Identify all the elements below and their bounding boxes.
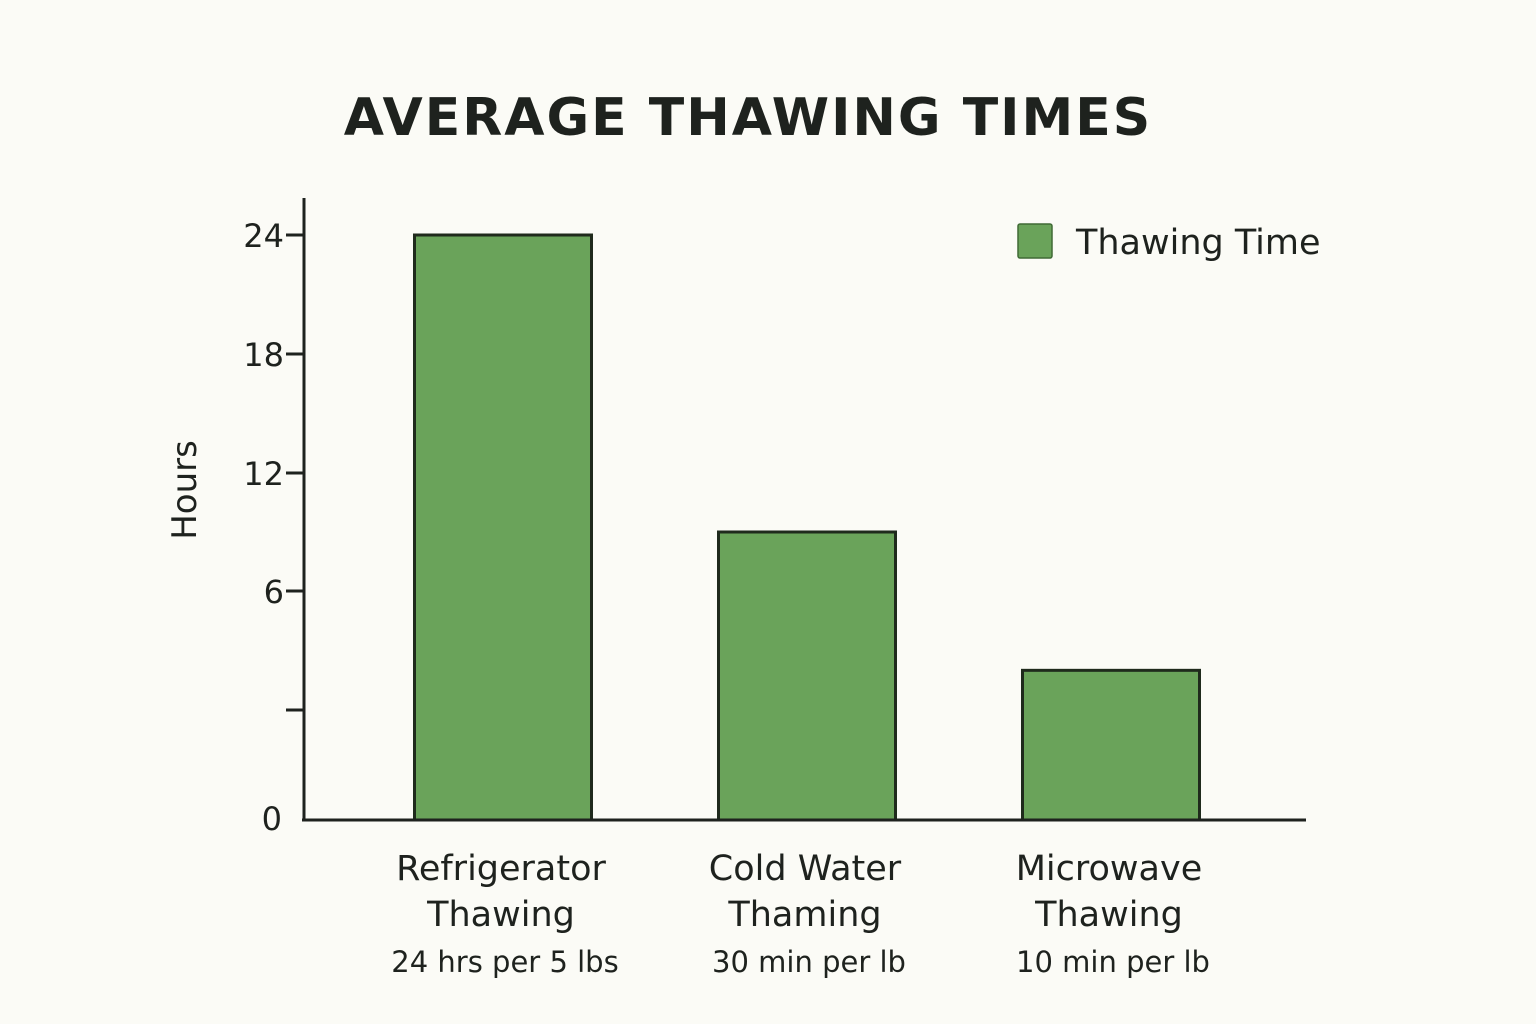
category-labels: Refrigerator Thawing 24 hrs per 5 lbs Cold … bbox=[391, 849, 1210, 979]
y-tick-label: 6 bbox=[264, 573, 284, 611]
category-sublabel: 24 hrs per 5 lbs bbox=[391, 945, 618, 979]
bars-group bbox=[413, 233, 1201, 822]
bar-0 bbox=[413, 233, 593, 822]
y-tick-label: 18 bbox=[243, 336, 284, 374]
category-label-line2: Thaming bbox=[727, 895, 881, 935]
chart-title: AVERAGE THAWING TIMES bbox=[344, 88, 1153, 148]
y-tick-label: 0 bbox=[262, 800, 282, 838]
category-label-line2: Thawing bbox=[1034, 895, 1183, 935]
category-label-line1: Refrigerator bbox=[396, 849, 606, 889]
category-sublabel: 10 min per lb bbox=[1016, 945, 1210, 979]
y-axis-ticks: 0 6 12 18 24 bbox=[243, 217, 304, 838]
legend: Thawing Time bbox=[1017, 223, 1321, 263]
bar-1 bbox=[717, 530, 897, 822]
legend-label: Thawing Time bbox=[1075, 223, 1321, 263]
bar-2 bbox=[1021, 668, 1201, 822]
y-axis-label: Hours bbox=[165, 440, 205, 540]
category-label-line2: Thawing bbox=[426, 895, 575, 935]
legend-swatch bbox=[1017, 223, 1053, 259]
y-tick-label: 24 bbox=[243, 217, 284, 255]
category-label-line1: Cold Water bbox=[709, 849, 902, 889]
category-label-line1: Microwave bbox=[1016, 849, 1203, 889]
y-tick-label: 12 bbox=[243, 455, 284, 493]
category-sublabel: 30 min per lb bbox=[712, 945, 906, 979]
